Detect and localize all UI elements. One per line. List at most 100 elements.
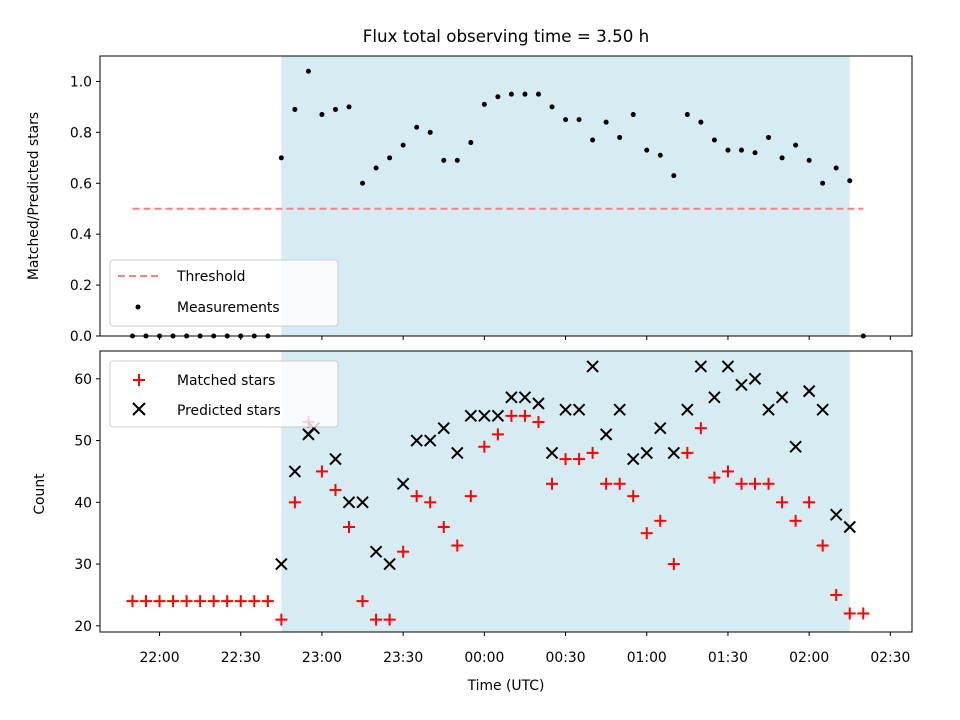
matched-star-point [667,558,680,571]
predicted-star-point [830,508,843,521]
matched-star-point [627,490,640,503]
measurement-point [644,147,650,153]
matched-star-point [546,477,559,490]
measurement-point [684,112,690,118]
predicted-star-point [559,403,572,416]
bottom-y-tick-label: 20 [74,619,92,635]
top-y-tick-label: 0.0 [70,329,92,345]
bottom-y-axis-label: Count [32,473,48,515]
measurement-point [373,165,379,171]
predicted-star-point [369,545,383,558]
matched-star-point [356,595,369,608]
matched-star-point [843,607,856,620]
predicted-star-point [775,391,789,404]
bottom-x-ticks: 22:00 22:30 23:00 23:30 00:00 00:30 01:00 01:30… [140,632,910,666]
predicted-star-point [396,477,410,490]
measurement-point [806,157,812,163]
measurement-point [793,142,799,148]
top-y-axis-label: Matched/Predicted stars [26,112,42,280]
top-y-tick-label: 0.4 [70,227,92,243]
matched-star-point [532,416,545,429]
matched-star-point [789,514,802,527]
measurement-point [833,165,839,171]
matched-star-point [776,496,789,509]
measurement-point [305,68,311,74]
x-tick-label: 23:00 [302,650,342,666]
measurement-point [820,180,826,186]
measurement-point [725,147,731,153]
predicted-star-point [491,409,505,423]
matched-star-point [478,440,491,453]
top-legend: Threshold Measurements [109,259,339,327]
matched-star-point [586,446,599,459]
bottom-y-tick-label: 60 [74,372,92,388]
predicted-star-point [667,446,681,460]
predicted-star-point [356,496,369,509]
predicted-star-point [748,372,762,385]
matched-star-point [857,607,870,620]
matched-star-point [830,588,843,601]
top-y-ticks: 0.0 0.2 0.4 0.6 0.8 1.0 [70,74,100,345]
top-y-tick-label: 0.2 [70,278,92,294]
predicted-star-point [464,409,478,423]
matched-star-point [329,483,342,496]
measurement-point [563,117,569,123]
measurement-point [522,91,528,97]
predicted-star-point [545,446,559,460]
bottom-axes-frame [99,350,913,633]
predicted-star-point [654,421,667,435]
predicted-stars-legend-swatch [132,402,146,416]
predicted-star-point [599,428,613,441]
matched-star-point [424,496,437,509]
x-tick-label: 02:00 [789,650,829,666]
predicted-star-point [694,360,708,373]
measurement-point [590,137,596,143]
matched-star-point [221,595,234,608]
predicted-star-point [586,360,599,373]
measurement-point [400,142,406,148]
measurement-point [576,117,582,123]
predicted-star-point [816,403,829,416]
matched-star-point [207,595,220,608]
predicted-star-point [681,403,694,416]
predicted-star-point [802,384,816,398]
measurement-point [414,124,420,130]
x-tick-label: 22:30 [221,650,261,666]
measurement-point [427,129,433,135]
matched-star-point [559,453,572,466]
top-axes-frame [99,55,913,337]
predicted-star-point [518,391,532,404]
matched-star-point [261,595,274,608]
matched-stars-legend-label: Matched stars [177,373,275,389]
measurement-point [441,157,447,163]
bottom-panel: 20 30 40 50 60 22:00 22:30 23:00 23:30 00:00 00:3… [32,350,913,694]
matched-star-point [167,595,180,608]
measurement-point [454,157,460,163]
predicted-star-point [572,403,586,416]
matched-star-point [518,409,531,422]
measurement-point [549,104,555,110]
predicted-star-point [640,446,653,460]
top-observing-span [281,56,850,336]
matched-star-point [613,477,626,490]
matched-star-point [654,514,667,527]
bottom-legend: Matched stars Predicted stars [109,360,339,428]
predicted-star-point [451,446,464,460]
matched-star-point [762,477,775,490]
predicted-star-point [478,409,491,423]
matched-star-point [383,613,396,626]
matched-star-point [749,477,762,490]
measurement-point [508,91,514,97]
predicted-star-point [410,434,423,447]
matched-star-point [248,595,261,608]
measurement-point [657,152,663,158]
bottom-legend-box [109,360,339,428]
predicted-star-point [342,496,356,509]
measurement-point [630,112,636,118]
x-axis-label: Time (UTC) [467,678,545,694]
predicted-star-point [275,557,288,571]
measurement-point [711,137,717,143]
matched-star-point [194,595,207,608]
bottom-observing-span [281,351,850,632]
matched-star-point [140,595,153,608]
